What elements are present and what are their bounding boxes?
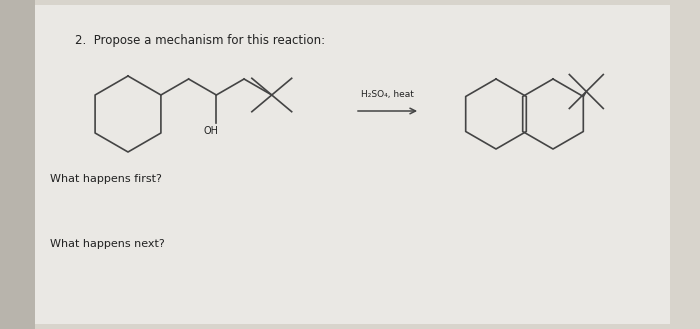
FancyBboxPatch shape [30,5,670,324]
Text: What happens first?: What happens first? [50,174,162,184]
FancyBboxPatch shape [0,0,35,329]
Text: OH: OH [204,126,219,136]
Text: 2.  Propose a mechanism for this reaction:: 2. Propose a mechanism for this reaction… [75,34,325,47]
Text: What happens next?: What happens next? [50,239,164,249]
Text: H₂SO₄, heat: H₂SO₄, heat [361,90,414,99]
